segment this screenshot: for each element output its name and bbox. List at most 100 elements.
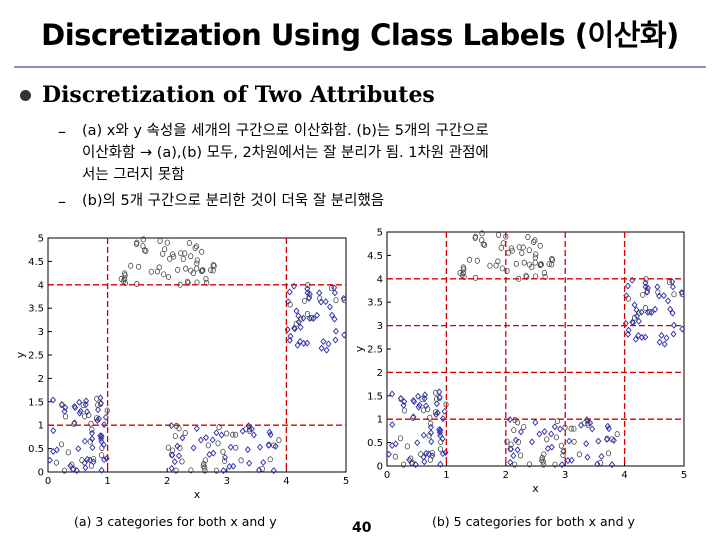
plot-b-point-diamond (644, 284, 651, 292)
plot-a-point-diamond (322, 298, 329, 306)
plot-b-point-circle (498, 244, 504, 251)
plot-b-point-circle (625, 295, 631, 302)
plot-b-point-circle (496, 232, 502, 239)
plot-b-point-circle (532, 237, 538, 244)
plot-a-point-diamond (300, 314, 307, 322)
plot-b-point-circle (655, 289, 661, 296)
plot-b-point-diamond (389, 390, 396, 398)
plot-a-point-circle (62, 413, 69, 420)
plot-b-point-diamond (548, 430, 555, 438)
plot-a-point-diamond (98, 466, 105, 474)
plot-b-point-circle (428, 420, 434, 427)
plot-b-point-diamond (603, 435, 610, 443)
plot-b-point-diamond (624, 282, 631, 290)
plot-a-ytick-label: 3 (38, 327, 44, 338)
plot-a-point-diamond (46, 456, 53, 464)
plot-b-point-circle (404, 443, 410, 450)
plot-b-point-circle (560, 452, 566, 459)
plot-b-point-circle (532, 259, 538, 266)
plot-b-point-circle (521, 423, 527, 430)
plot-a-point-circle (94, 415, 100, 422)
plot-a-point-diamond (332, 336, 339, 344)
plot-a-point-diamond (50, 427, 57, 435)
plot-a-frame (47, 237, 347, 473)
plot-a-point-diamond (323, 346, 330, 354)
plot-b-point-circle (671, 291, 677, 298)
plot-b-point-diamond (625, 326, 632, 334)
plot-a-point-circle (183, 265, 189, 272)
plot-a-point-circle (182, 429, 188, 436)
plot-a-point-diamond (101, 421, 108, 429)
plot-b-point-circle (512, 461, 518, 468)
plot-a-point-diamond (286, 288, 293, 296)
plot-a-point-circle (202, 467, 208, 474)
plot-a-point-circle (140, 236, 146, 243)
plot-b-point-diamond (638, 308, 645, 316)
plot-a-point-diamond (265, 441, 272, 449)
plot-a-point-circle (79, 457, 85, 464)
plot-b-point-diamond (392, 440, 399, 448)
caption-b: (b) 5 categories for both x and y (432, 514, 635, 529)
plot-b-point-circle (554, 418, 561, 425)
plot-a-point-circle (175, 266, 181, 273)
plot-a-point-diamond (272, 442, 279, 450)
plot-b-point-circle (571, 425, 577, 432)
plot-a-point-diamond (332, 327, 339, 335)
plot-b-point-diamond (584, 453, 591, 461)
plot-b-point-diamond (667, 305, 674, 313)
plot-b-point-circle (525, 234, 531, 241)
plot-a-point-diamond (294, 341, 301, 349)
plot-b-point-diamond (428, 438, 435, 446)
caption-a: (a) 3 categories for both x and y (74, 514, 277, 529)
plot-a-point-circle (306, 294, 312, 301)
plot-b-point-diamond (631, 301, 638, 309)
plot-b-point-diamond (589, 425, 596, 433)
plot-a-point-circle (134, 280, 140, 287)
plot-a-point-circle (302, 297, 308, 304)
plot-a-point-diamond (210, 449, 217, 457)
plot-a-point-circle (333, 297, 339, 304)
plot-a-point-circle (88, 420, 94, 427)
plot-a-point-diamond (218, 431, 225, 439)
plot-a-point-diamond (306, 290, 313, 298)
plot-a-point-diamond (75, 445, 82, 453)
plot-a-ytick-label: 2 (38, 374, 44, 385)
plot-b-xtick-label: 5 (681, 470, 687, 481)
plot-a-point-circle (276, 437, 282, 444)
plot-a-point-diamond (325, 340, 332, 348)
plot-a-point-circle (165, 273, 172, 280)
plot-b-point-circle (397, 435, 404, 442)
plot-b-point-diamond (415, 392, 422, 400)
plot-b-point-circle (432, 389, 439, 396)
plot-b-point-diamond (510, 452, 517, 460)
plot-b-point-circle (549, 255, 555, 262)
plot-a-point-diamond (77, 407, 84, 415)
plot-a-point-diamond (203, 434, 210, 442)
plot-a-point-diamond (331, 315, 338, 323)
plot-b-point-circle (631, 314, 638, 321)
plot-b-point-diamond (604, 422, 611, 430)
plot-b-point-diamond (410, 397, 417, 405)
plot-b-point-circle (546, 261, 552, 268)
plot-a-point-circle (287, 301, 293, 308)
plot-a-point-circle (98, 401, 104, 408)
plot-a-point-circle (87, 438, 93, 445)
title-divider (14, 66, 706, 68)
plot-a-xtick-label: 2 (164, 476, 170, 487)
plot-a-point-circle (122, 272, 128, 279)
plot-b-point-circle (398, 396, 404, 403)
plot-a-point-circle (53, 459, 60, 466)
plot-a-point-circle (205, 442, 211, 449)
plot-a-ytick-label: 1 (38, 421, 44, 432)
plot-a-point-diamond (248, 425, 255, 433)
plot-b-point-circle (504, 438, 510, 445)
plot-a-point-circle (293, 320, 299, 327)
plot-a-point-diamond (246, 459, 253, 467)
plot-b-point-circle (401, 407, 408, 414)
plot-b-point-diamond (514, 446, 521, 454)
plot-a-point-diamond (244, 446, 251, 454)
plot-a-point-circle (230, 431, 236, 438)
plot-b-point-diamond (558, 461, 565, 469)
plot-b-point-diamond (661, 340, 668, 348)
